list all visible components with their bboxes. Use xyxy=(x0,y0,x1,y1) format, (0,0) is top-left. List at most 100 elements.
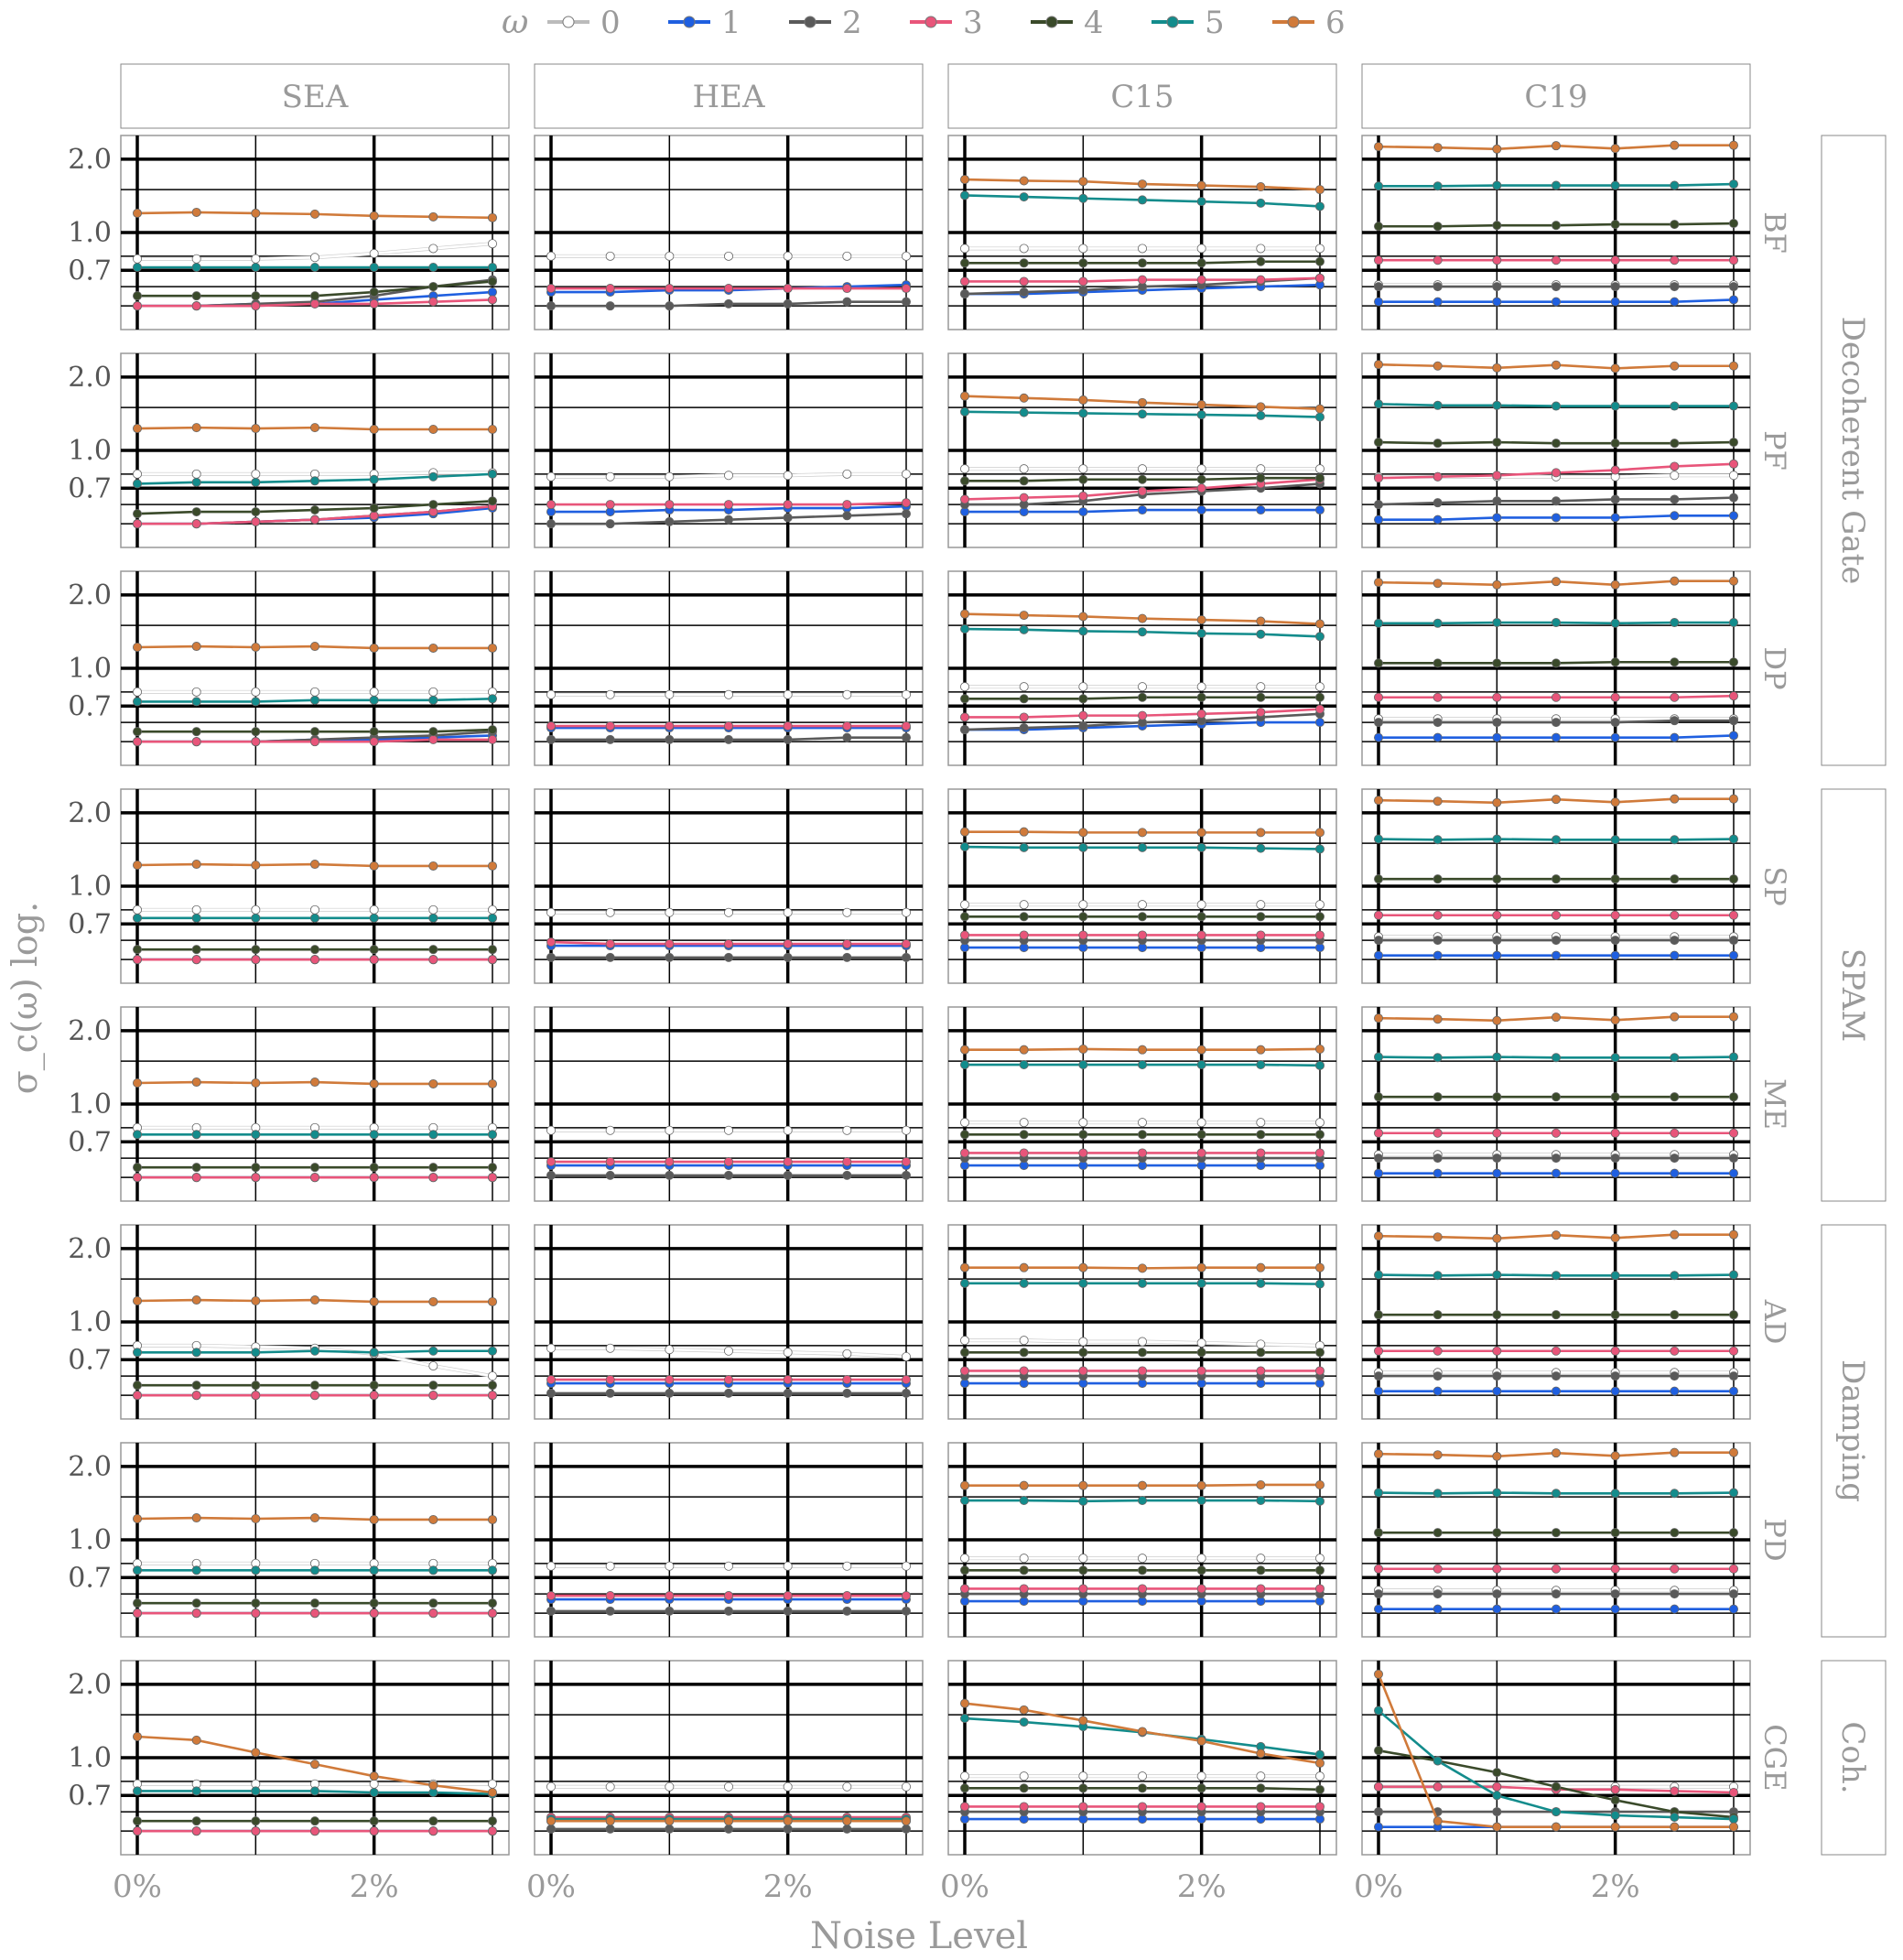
data-point xyxy=(309,1346,319,1356)
data-point xyxy=(605,1388,615,1398)
data-point xyxy=(842,1170,852,1180)
data-point xyxy=(546,1816,557,1826)
data-point xyxy=(960,276,970,287)
y-tick-label: 1.0 xyxy=(68,217,112,249)
data-point xyxy=(1196,692,1206,702)
data-point xyxy=(1315,692,1325,702)
data-point xyxy=(1078,1496,1088,1506)
data-point xyxy=(428,861,438,871)
data-point xyxy=(1433,471,1443,482)
data-point xyxy=(1138,1366,1148,1376)
data-point xyxy=(1610,1053,1620,1063)
data-point xyxy=(132,509,142,519)
series-1 xyxy=(1374,1604,1739,1614)
series-6 xyxy=(1374,1012,1739,1025)
data-point xyxy=(1078,1716,1088,1726)
data-point xyxy=(1729,1447,1739,1457)
data-point xyxy=(1256,1584,1266,1594)
data-point xyxy=(546,1781,557,1792)
data-point xyxy=(1019,192,1029,202)
panel-bf-c15 xyxy=(947,135,1337,330)
data-point xyxy=(1078,193,1088,203)
data-point xyxy=(1196,1060,1206,1070)
data-point xyxy=(1729,950,1739,960)
data-point xyxy=(724,298,734,309)
data-point xyxy=(1610,718,1620,728)
series-5 xyxy=(1374,179,1739,191)
data-point xyxy=(1492,1604,1502,1614)
data-point xyxy=(132,479,142,489)
data-point xyxy=(842,500,852,510)
data-point xyxy=(428,1173,438,1183)
data-point xyxy=(1138,409,1148,419)
data-point xyxy=(1019,1565,1029,1576)
legend-item-2: 2 xyxy=(789,5,862,41)
data-point xyxy=(369,1173,379,1183)
y-tick-label: 2.0 xyxy=(68,1669,112,1701)
data-point xyxy=(369,687,379,697)
series-6 xyxy=(1374,576,1739,590)
data-point xyxy=(1610,618,1620,628)
series-6 xyxy=(960,1698,1325,1768)
legend-label: 0 xyxy=(600,5,621,41)
data-point xyxy=(488,469,498,479)
data-point xyxy=(191,519,201,529)
series-3 xyxy=(132,1608,498,1619)
data-point xyxy=(1019,1717,1029,1727)
data-point xyxy=(1196,197,1206,207)
data-point xyxy=(309,904,319,915)
data-point xyxy=(1019,258,1029,268)
data-point xyxy=(1492,618,1502,628)
data-point xyxy=(251,913,261,923)
panel-pf-sea xyxy=(120,352,510,548)
data-point xyxy=(1315,1118,1325,1128)
data-point xyxy=(1196,1118,1206,1128)
x-tick-label: 2% xyxy=(763,1868,813,1905)
data-point xyxy=(1670,732,1680,742)
data-point xyxy=(842,251,852,261)
data-point xyxy=(1670,1447,1680,1457)
series-5 xyxy=(1374,618,1739,628)
data-point xyxy=(1610,144,1620,154)
data-point xyxy=(1374,142,1384,152)
data-point xyxy=(1138,258,1148,268)
data-point xyxy=(1019,1554,1029,1564)
data-point xyxy=(1610,936,1620,946)
data-point xyxy=(1374,1781,1384,1792)
data-point xyxy=(251,507,261,517)
series-3 xyxy=(1374,910,1739,920)
data-point xyxy=(132,1826,142,1836)
data-point xyxy=(1729,936,1739,946)
data-point xyxy=(488,1826,498,1836)
data-point xyxy=(132,860,142,870)
data-point xyxy=(132,1786,142,1796)
data-point xyxy=(960,190,970,200)
data-point xyxy=(665,1388,675,1398)
data-point xyxy=(1138,474,1148,484)
data-point xyxy=(1196,505,1206,515)
data-point xyxy=(488,1598,498,1608)
data-point xyxy=(1078,1148,1088,1158)
data-point xyxy=(1552,936,1562,946)
data-point xyxy=(1315,1044,1325,1054)
data-point xyxy=(724,907,734,917)
data-point xyxy=(1019,1584,1029,1594)
data-point xyxy=(1610,1589,1620,1599)
data-point xyxy=(546,907,557,917)
series-3 xyxy=(1374,691,1739,702)
data-point xyxy=(605,519,615,529)
data-point xyxy=(428,297,438,307)
data-point xyxy=(1256,473,1266,483)
series-2 xyxy=(546,297,912,311)
series-0 xyxy=(546,1343,912,1362)
data-point xyxy=(309,423,319,433)
data-point xyxy=(1256,410,1266,420)
data-point xyxy=(369,1163,379,1173)
data-point xyxy=(1492,221,1502,231)
data-point xyxy=(428,643,438,653)
data-point xyxy=(1610,1128,1620,1138)
data-point xyxy=(1433,618,1443,628)
data-point xyxy=(251,1173,261,1183)
data-point xyxy=(1610,950,1620,960)
data-point xyxy=(309,1760,319,1770)
